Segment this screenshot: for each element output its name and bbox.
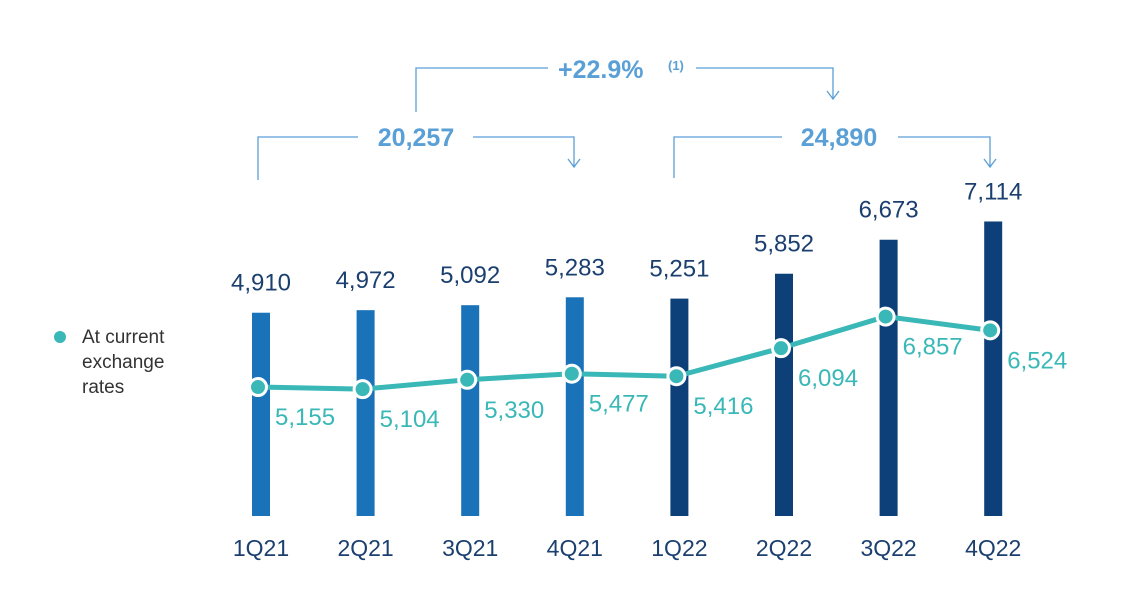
growth-bracket-line <box>415 67 834 112</box>
line-label-1q21: 5,155 <box>275 404 335 431</box>
legend-marker <box>54 331 66 343</box>
line-label-1q22: 5,416 <box>693 393 753 420</box>
category-label-2q22: 2Q22 <box>756 535 812 561</box>
bar-label-3q21: 5,092 <box>440 262 500 289</box>
bar-3q22 <box>879 239 898 516</box>
data-labels: 4,910 4,972 5,092 5,283 5,251 5,852 6,673 7,114… <box>231 178 1067 433</box>
bar-2q21 <box>356 310 375 516</box>
total-2022-label: 24,890 <box>801 124 877 152</box>
bar-label-1q21: 4,910 <box>231 270 291 297</box>
line-path <box>257 314 991 392</box>
bar-label-2q21: 4,972 <box>336 267 396 294</box>
category-label-4q21: 4Q21 <box>547 535 603 561</box>
line-point-2q22 <box>771 338 791 359</box>
bar-2q22 <box>775 273 793 516</box>
legend-label-line-1: At current <box>82 327 165 348</box>
total-2022-bracket-line <box>673 136 991 178</box>
bar-1q21 <box>252 312 270 516</box>
line-label-2q22: 6,094 <box>798 365 858 392</box>
bar-1q22 <box>670 298 689 516</box>
line-series <box>248 306 1001 400</box>
line-label-4q21: 5,477 <box>589 391 649 418</box>
line-label-4q22: 6,524 <box>1007 347 1067 374</box>
growth-bracket: +22.9% (1) <box>415 56 840 112</box>
line-point-1q22 <box>666 366 687 387</box>
category-label-4q22: 4Q22 <box>965 535 1021 561</box>
total-2022-bracket-arrow <box>983 158 997 169</box>
total-2021-bracket: 20,257 <box>257 124 581 180</box>
category-label-3q21: 3Q21 <box>442 535 498 561</box>
bar-3q21 <box>461 305 480 516</box>
growth-bracket-arrow <box>826 90 840 101</box>
line-label-2q21: 5,104 <box>380 406 440 433</box>
total-2021-bracket-arrow <box>567 158 581 169</box>
line-point-4q21 <box>561 363 582 384</box>
bar-4q21 <box>565 297 584 516</box>
line-label-3q22: 6,857 <box>903 334 963 361</box>
total-2021-bracket-line <box>257 136 575 180</box>
line-point-2q21 <box>352 379 373 400</box>
bar-label-4q21: 5,283 <box>545 254 605 281</box>
line-label-3q21: 5,330 <box>484 397 544 424</box>
line-point-3q22 <box>875 306 896 327</box>
bar-label-4q22: 7,114 <box>964 178 1022 205</box>
category-label-1q21: 1Q21 <box>233 535 289 561</box>
growth-label: +22.9% <box>558 56 644 84</box>
legend-label-line-3: rates <box>82 377 124 398</box>
line-point-4q22 <box>980 320 1001 341</box>
line-point-1q21 <box>248 377 268 398</box>
bar-label-1q22: 5,251 <box>649 256 709 283</box>
line-point-3q21 <box>457 369 478 390</box>
growth-footnote: (1) <box>668 58 684 73</box>
total-2022-bracket: 24,890 <box>673 124 997 178</box>
bar-4q22 <box>984 221 1003 516</box>
total-2021-label: 20,257 <box>378 124 454 152</box>
legend: At current exchange rates <box>54 327 165 398</box>
bar-label-3q22: 6,673 <box>859 197 919 224</box>
category-axis: 1Q21 2Q21 3Q21 4Q21 1Q22 2Q22 3Q22 4Q22 <box>233 535 1021 561</box>
legend-label-line-2: exchange <box>82 352 164 373</box>
bars <box>252 221 1003 516</box>
category-label-2q21: 2Q21 <box>337 535 393 561</box>
category-label-3q22: 3Q22 <box>860 535 916 561</box>
category-label-1q22: 1Q22 <box>651 535 707 561</box>
bar-label-2q22: 5,852 <box>754 231 814 258</box>
